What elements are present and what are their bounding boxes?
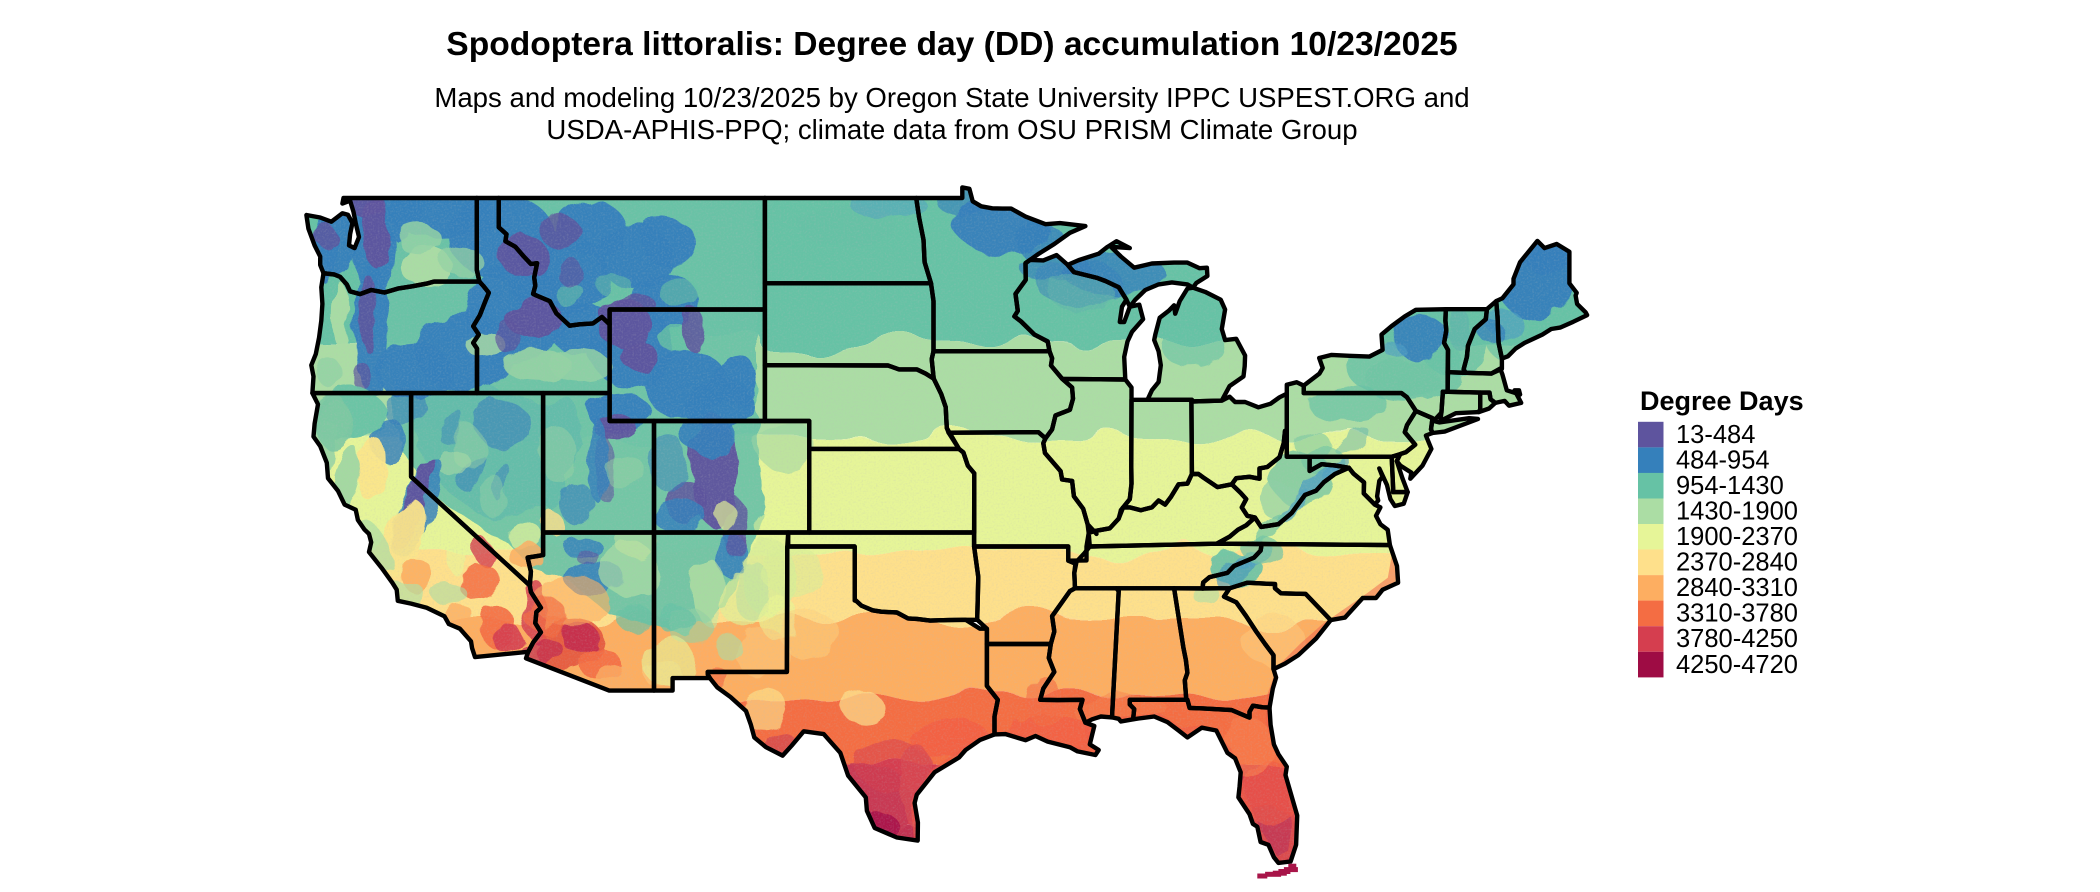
svg-text:2370-2840: 2370-2840 — [1676, 549, 1798, 577]
svg-text:13-484: 13-484 — [1676, 421, 1755, 449]
svg-text:954-1430: 954-1430 — [1676, 472, 1784, 500]
svg-text:3310-3780: 3310-3780 — [1676, 600, 1798, 628]
svg-text:1900-2370: 1900-2370 — [1676, 523, 1798, 551]
svg-text:484-954: 484-954 — [1676, 446, 1770, 474]
svg-text:3780-4250: 3780-4250 — [1676, 625, 1798, 653]
svg-text:2840-3310: 2840-3310 — [1676, 574, 1798, 602]
svg-text:Spodoptera littoralis: Degree: Spodoptera littoralis: Degree day (DD) a… — [446, 26, 1457, 63]
svg-text:Degree Days: Degree Days — [1640, 386, 1804, 416]
svg-text:Maps and modeling 10/23/2025 b: Maps and modeling 10/23/2025 by Oregon S… — [434, 82, 1469, 113]
svg-text:USDA-APHIS-PPQ; climate data f: USDA-APHIS-PPQ; climate data from OSU PR… — [546, 114, 1357, 145]
svg-text:4250-4720: 4250-4720 — [1676, 651, 1798, 679]
svg-text:1430-1900: 1430-1900 — [1676, 498, 1798, 526]
